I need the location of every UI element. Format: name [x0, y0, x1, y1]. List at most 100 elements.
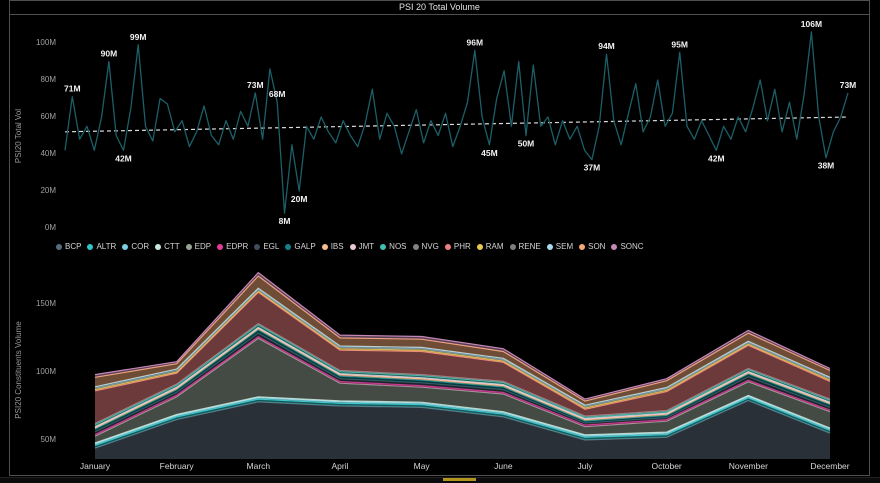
legend-item-ctt[interactable]: CTT	[155, 242, 180, 251]
data-label: 96M	[467, 37, 484, 47]
constituents-area-chart[interactable]	[60, 258, 860, 463]
bottom-taskbar	[0, 477, 880, 483]
legend-dot	[380, 243, 387, 250]
area-line-jmt	[94, 326, 831, 428]
total-volume-series[interactable]	[64, 31, 849, 214]
area-line-bcp	[94, 400, 831, 449]
area-phr[interactable]	[95, 292, 830, 424]
area-line-rene	[94, 289, 831, 408]
data-label: 99M	[130, 32, 147, 42]
data-label: 106M	[801, 19, 822, 29]
area-line-egl	[94, 332, 831, 433]
legend-label: IBS	[330, 242, 344, 251]
legend-item-nos[interactable]: NOS	[380, 242, 407, 251]
legend-dot	[476, 243, 483, 250]
legend-dot	[87, 243, 94, 250]
legend-item-rene[interactable]: RENE	[509, 242, 541, 251]
top-y-tick-label: 80M	[40, 75, 56, 84]
area-line-phr	[94, 291, 831, 410]
legend-dot	[155, 243, 162, 250]
data-label: 20M	[291, 194, 308, 204]
legend-item-egl[interactable]: EGL	[254, 242, 279, 251]
x-axis-label-april: April	[331, 461, 349, 471]
area-line-cor	[94, 395, 831, 445]
x-axis-label-march: March	[246, 461, 271, 471]
x-axis-label-january: January	[79, 461, 111, 471]
area-line-altr	[94, 397, 831, 446]
legend-dot	[285, 243, 292, 250]
legend-label: EDP	[194, 242, 212, 251]
legend-label: SEM	[555, 242, 574, 251]
area-line-ibs	[94, 327, 831, 429]
legend-label: NOS	[389, 242, 407, 251]
data-label: 42M	[708, 153, 725, 163]
legend-dot	[185, 243, 192, 250]
legend-item-ram[interactable]: RAM	[476, 242, 504, 251]
top-y-axis-title: PSI20 Total Vol	[14, 108, 23, 164]
area-line-edpr	[94, 335, 831, 436]
legend-label: RENE	[518, 242, 541, 251]
total-volume-line-chart[interactable]: 71M 90M 42M 99M 73M 68M 8M 20M 96M 45M 50M 37M 94M 95…	[60, 16, 860, 232]
legend-item-edpr[interactable]: EDPR	[217, 242, 248, 251]
legend-item-bcp[interactable]: BCP	[56, 242, 81, 251]
area-line-ctt	[94, 394, 831, 444]
legend-item-galp[interactable]: GALP	[285, 242, 316, 251]
area-bcp[interactable]	[95, 400, 830, 463]
legend-label: COR	[131, 242, 150, 251]
x-axis-label-may: May	[413, 461, 430, 471]
legend-item-cor[interactable]: COR	[122, 242, 149, 251]
legend: BCP ALTR COR CTT EDP EDPR EGL GALP IBS JMT NOS NVG P…	[56, 240, 856, 253]
legend-item-sem[interactable]: SEM	[546, 242, 574, 251]
data-label: 71M	[64, 84, 81, 94]
legend-item-nvg[interactable]: NVG	[412, 242, 439, 251]
x-axis-label-july: July	[577, 461, 593, 471]
legend-label: BCP	[65, 242, 82, 251]
legend-item-edp[interactable]: EDP	[185, 242, 212, 251]
trend-line	[64, 116, 849, 133]
legend-item-altr[interactable]: ALTR	[87, 242, 116, 251]
legend-dot	[579, 243, 586, 250]
legend-label: ALTR	[96, 242, 117, 251]
visual-title-bar: PSI 20 Total Volume	[10, 1, 869, 15]
bottom-y-tick-label: 50M	[40, 435, 56, 444]
data-label: 50M	[518, 139, 535, 149]
area-line-edp	[94, 337, 831, 437]
area-line-galp	[94, 329, 831, 430]
data-label: 73M	[247, 80, 264, 90]
x-axis-label-february: February	[159, 461, 194, 471]
x-axis-label-november: November	[728, 461, 768, 471]
legend-dot	[412, 243, 419, 250]
legend-label: GALP	[294, 242, 316, 251]
legend-dot	[122, 243, 129, 250]
area-line-sem	[94, 287, 831, 406]
legend-dot	[56, 243, 62, 250]
report-window-border	[9, 0, 870, 476]
top-y-tick-label: 0M	[44, 223, 56, 232]
legend-label: CTT	[164, 242, 180, 251]
legend-label: EDPR	[226, 242, 249, 251]
area-line-ram	[94, 290, 831, 409]
top-y-tick-label: 100M	[35, 38, 56, 47]
legend-dot	[217, 243, 224, 250]
legend-item-sonc[interactable]: SONC	[611, 242, 644, 251]
legend-dot	[546, 243, 553, 250]
legend-dot	[444, 243, 451, 250]
legend-item-ibs[interactable]: IBS	[321, 242, 344, 251]
area-line-nos	[94, 324, 831, 426]
bottom-y-tick-label: 100M	[35, 367, 56, 376]
page-title: PSI 20 Total Volume	[399, 2, 480, 12]
data-label: 95M	[671, 39, 688, 49]
legend-label: SON	[588, 242, 606, 251]
legend-dot	[611, 243, 618, 250]
data-label: 8M	[279, 216, 291, 226]
legend-dot	[321, 243, 328, 250]
legend-item-jmt[interactable]: JMT	[349, 242, 374, 251]
x-axis-label-december: December	[810, 461, 850, 471]
legend-item-phr[interactable]: PHR	[444, 242, 471, 251]
area-line-son	[94, 275, 831, 402]
stacked-area-plot[interactable]	[94, 272, 831, 463]
legend-item-son[interactable]: SON	[579, 242, 605, 251]
x-axis-label-october: October	[651, 461, 682, 471]
taskbar-highlight[interactable]	[443, 478, 476, 481]
legend-label: PHR	[453, 242, 471, 251]
